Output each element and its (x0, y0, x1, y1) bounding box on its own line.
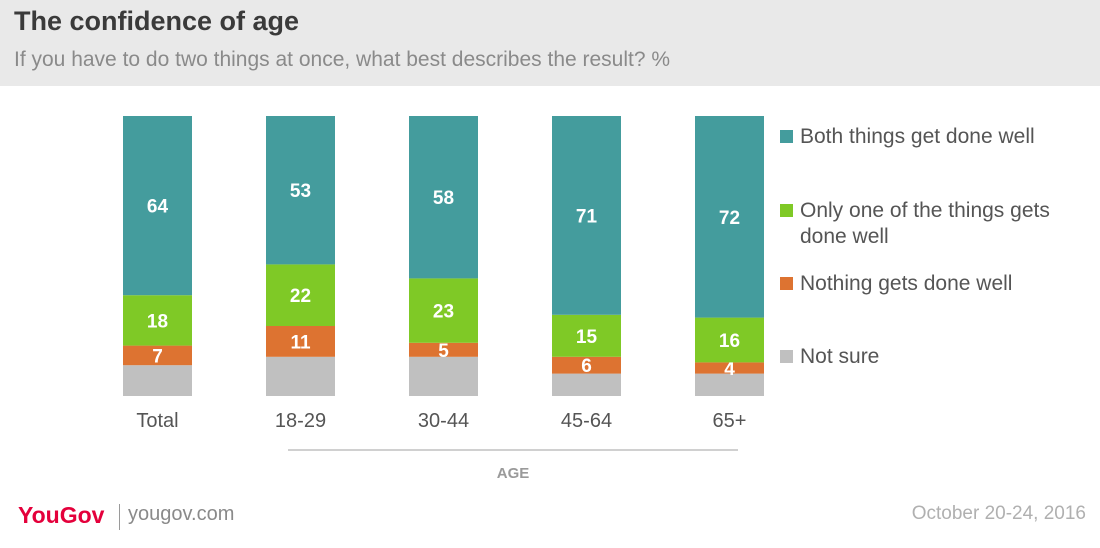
data-label-nothing-gets-done-well-total: 7 (152, 346, 163, 367)
data-label-both-things-get-done-well-45-64: 71 (576, 206, 598, 227)
legend-swatch-only-one-of-the-things-gets-done-well (780, 204, 793, 217)
bar-both-things-get-done-well-65 (695, 116, 764, 318)
x-tick-label-65: 65+ (713, 410, 747, 432)
data-label-only-one-of-the-things-gets-done-well-total: 18 (147, 311, 168, 332)
site-link[interactable]: yougov.com (128, 503, 235, 525)
bar-only-one-of-the-things-gets-done-well-18-29 (266, 264, 335, 326)
data-label-both-things-get-done-well-65: 72 (719, 208, 740, 229)
bar-not-sure-45-64 (552, 373, 621, 396)
x-tick-label-total: Total (136, 410, 178, 432)
x-tick-label-30-44: 30-44 (418, 410, 469, 432)
legend-label-nothing-gets-done-well: Nothing gets done well (800, 272, 1012, 295)
bar-not-sure-18-29 (266, 356, 335, 396)
data-label-nothing-gets-done-well-45-64: 6 (581, 356, 592, 377)
bar-not-sure-30-44 (409, 356, 478, 396)
data-label-both-things-get-done-well-18-29: 53 (290, 181, 311, 202)
legend-label-both-things-get-done-well: Both things get done well (800, 125, 1035, 148)
yougov-logo: YouGov (18, 502, 105, 528)
data-label-only-one-of-the-things-gets-done-well-30-44: 23 (433, 302, 454, 323)
chart-header: The confidence of age If you have to do … (0, 0, 1100, 86)
bar-both-things-get-done-well-30-44 (409, 116, 478, 279)
footer-divider (119, 504, 120, 530)
legend-swatch-nothing-gets-done-well (780, 277, 793, 290)
bar-only-one-of-the-things-gets-done-well-total (123, 295, 192, 346)
stacked-bar-chart: 7 18 64 Total 11 22 53 18-29 5 23 58 30-44 6 15 71 45-6… (123, 116, 1050, 451)
bar-only-one-of-the-things-gets-done-well-45-64 (552, 314, 621, 357)
bar-only-one-of-the-things-gets-done-well-30-44 (409, 278, 478, 343)
bar-nothing-gets-done-well-45-64 (552, 356, 621, 374)
legend-swatch-both-things-get-done-well (780, 130, 793, 143)
legend-label-only-one-of-the-things-gets-done-well: Only one of the things gets done well (800, 199, 1050, 248)
bar-nothing-gets-done-well-total (123, 345, 192, 366)
data-label-only-one-of-the-things-gets-done-well-18-29: 22 (290, 286, 311, 307)
x-tick-label-18-29: 18-29 (275, 410, 326, 432)
footer: YouGov yougov.com October 20-24, 2016 (0, 495, 1100, 548)
survey-date: October 20-24, 2016 (911, 503, 1086, 524)
bar-both-things-get-done-well-45-64 (552, 116, 621, 315)
data-label-nothing-gets-done-well-30-44: 5 (438, 341, 449, 362)
chart-subtitle: If you have to do two things at once, wh… (14, 48, 671, 71)
bar-both-things-get-done-well-total (123, 116, 192, 296)
data-label-only-one-of-the-things-gets-done-well-65: 16 (719, 331, 740, 352)
bar-nothing-gets-done-well-65 (695, 362, 764, 374)
data-label-only-one-of-the-things-gets-done-well-45-64: 15 (576, 327, 598, 348)
bar-both-things-get-done-well-18-29 (266, 116, 335, 265)
bar-nothing-gets-done-well-18-29 (266, 326, 335, 357)
legend-label-not-sure: Not sure (800, 345, 879, 368)
bar-not-sure-total (123, 365, 192, 396)
bar-nothing-gets-done-well-30-44 (409, 342, 478, 357)
x-axis-title: AGE (496, 465, 530, 482)
legend-swatch-not-sure (780, 350, 793, 363)
data-label-both-things-get-done-well-30-44: 58 (433, 188, 454, 209)
data-label-both-things-get-done-well-total: 64 (147, 197, 169, 218)
bar-not-sure-65 (695, 373, 764, 396)
bar-only-one-of-the-things-gets-done-well-65 (695, 317, 764, 363)
chart-title: The confidence of age (14, 6, 300, 36)
data-label-nothing-gets-done-well-65: 4 (724, 359, 735, 380)
x-tick-label-45-64: 45-64 (561, 410, 612, 432)
data-label-nothing-gets-done-well-18-29: 11 (290, 332, 311, 353)
